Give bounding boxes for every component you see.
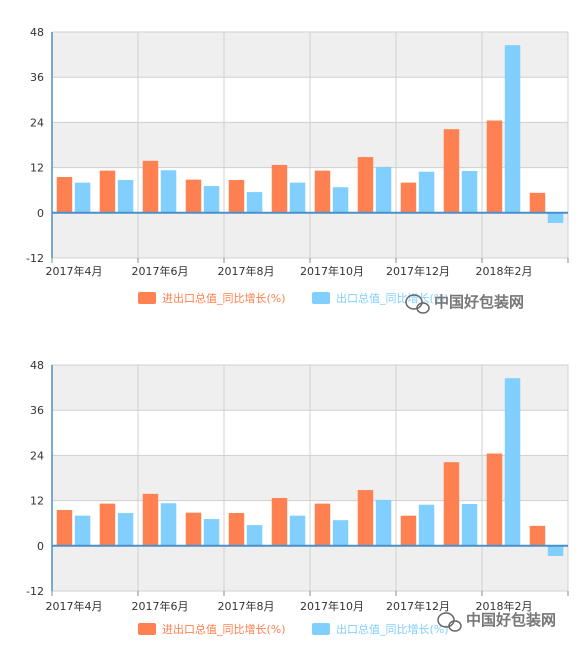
watermark: 中国好包装网 [405, 293, 524, 314]
bar-import-export [228, 513, 245, 546]
y-tick-label: 12 [30, 162, 44, 175]
bar-import-export [271, 497, 288, 546]
y-tick-label: 36 [30, 404, 44, 417]
bar-import-export [443, 462, 460, 546]
legend-label: 进出口总值_同比增长(%) [162, 291, 286, 305]
legend-swatch [138, 623, 156, 635]
bar-export [160, 503, 177, 546]
bar-export [332, 520, 349, 546]
bar-import-export [99, 503, 116, 546]
bar-export [246, 192, 263, 213]
bar-import-export [529, 525, 546, 546]
bar-export [504, 378, 521, 546]
bar-import-export [271, 164, 288, 213]
bar-export [74, 515, 91, 546]
legend-swatch [312, 292, 330, 304]
legend-label: 出口总值_同比增长(%) [336, 622, 449, 636]
bar-export [375, 166, 392, 213]
watermark: 中国好包装网 [437, 611, 556, 632]
x-tick-label: 2017年6月 [132, 264, 189, 278]
y-tick-label: 36 [30, 71, 44, 84]
bar-import-export [400, 515, 417, 546]
bar-import-export [357, 490, 374, 546]
bar-import-export [486, 453, 503, 546]
x-tick-label: 2017年4月 [46, 264, 103, 278]
x-tick-label: 2017年12月 [386, 264, 450, 278]
y-tick-label: 24 [30, 449, 44, 462]
bar-import-export [314, 170, 331, 213]
bar-export [246, 525, 263, 546]
y-tick-label: 48 [30, 26, 44, 39]
bar-export [160, 170, 177, 213]
bar-import-export [185, 179, 202, 213]
bar-import-export [314, 503, 331, 546]
bar-export [117, 513, 134, 546]
bar-import-export [529, 192, 546, 213]
x-tick-label: 2017年4月 [46, 599, 103, 613]
bar-export [203, 186, 220, 213]
x-tick-label: 2018年2月 [476, 264, 533, 278]
bar-export [375, 499, 392, 546]
bar-export [117, 180, 134, 213]
bar-import-export [142, 493, 159, 546]
legend-swatch [312, 623, 330, 635]
y-tick-label: 12 [30, 495, 44, 508]
bar-export [289, 182, 306, 213]
x-tick-label: 2017年10月 [300, 599, 364, 613]
bar-import-export [142, 160, 159, 213]
y-tick-label: 0 [37, 207, 44, 220]
x-tick-label: 2017年8月 [218, 599, 275, 613]
chart-panel-top: 48 36 24 12 0 -12 2017年4月 2017年6月 2017年8月 2017年10… [26, 26, 569, 314]
bar-import-export [357, 157, 374, 213]
watermark-text: 中国好包装网 [466, 611, 556, 629]
x-tick-label: 2017年10月 [300, 264, 364, 278]
legend-label: 进出口总值_同比增长(%) [162, 622, 286, 636]
wechat-icon [437, 612, 462, 632]
legend-swatch [138, 292, 156, 304]
legend-label: 出口总值_同比增长(%) [336, 291, 449, 305]
bar-export [332, 187, 349, 213]
bar-export [461, 170, 478, 213]
y-tick-label: -12 [26, 252, 44, 265]
bar-import-export [443, 129, 460, 213]
bar-export [203, 519, 220, 546]
y-tick-label: 0 [37, 540, 44, 553]
x-tick-label: 2018年2月 [476, 599, 533, 613]
x-tick-label: 2017年8月 [218, 264, 275, 278]
bar-export [289, 515, 306, 546]
bar-export [461, 503, 478, 546]
bar-export [547, 212, 564, 223]
y-tick-label: -12 [26, 585, 44, 598]
bar-export [418, 171, 435, 213]
bar-import-export [56, 177, 73, 213]
y-tick-label: 24 [30, 116, 44, 129]
watermark-text: 中国好包装网 [434, 293, 524, 311]
bar-export [74, 182, 91, 213]
bar-export [504, 45, 521, 213]
x-tick-label: 2017年12月 [386, 599, 450, 613]
bar-import-export [228, 180, 245, 213]
bar-import-export [185, 512, 202, 546]
x-tick-label: 2017年6月 [132, 599, 189, 613]
bar-import-export [99, 170, 116, 213]
bar-import-export [56, 510, 73, 546]
y-tick-label: 48 [30, 359, 44, 372]
wechat-icon [405, 294, 430, 314]
bar-import-export [400, 182, 417, 213]
chart-panel-bottom: 48 36 24 12 0 -12 2017年4月 2017年6月 2017年8月 2017年10… [0, 325, 585, 649]
bar-import-export [486, 120, 503, 213]
bar-export [547, 545, 564, 556]
bar-export [418, 504, 435, 546]
